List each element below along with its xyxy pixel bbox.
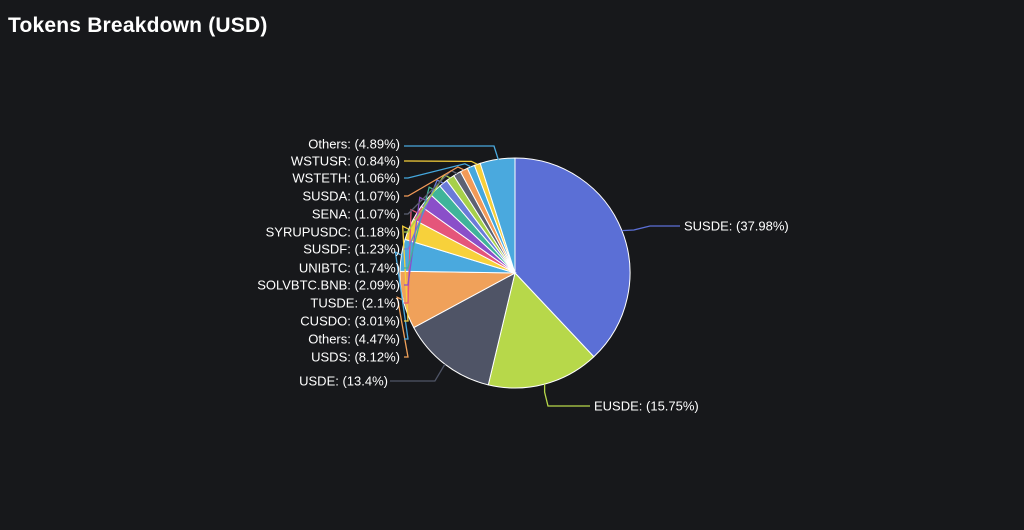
- leader-line-13: [404, 163, 472, 179]
- slice-label-7: SOLVBTC.BNB: (2.09%): [257, 278, 400, 293]
- leader-line-4: [394, 250, 409, 340]
- slice-label-1: EUSDE: (15.75%): [594, 399, 699, 414]
- slice-label-5: CUSDO: (3.01%): [300, 314, 400, 329]
- leader-line-14: [404, 160, 478, 165]
- pie-slices: [399, 157, 631, 389]
- leader-line-15: [404, 145, 501, 166]
- slice-label-0: SUSDE: (37.98%): [684, 219, 789, 234]
- slice-label-9: SUSDF: (1.23%): [303, 242, 400, 257]
- slice-label-8: UNIBTC: (1.74%): [299, 261, 400, 276]
- leader-line-10: [404, 174, 451, 233]
- leader-line-12: [404, 166, 465, 197]
- slice-label-13: WSTETH: (1.06%): [292, 171, 400, 186]
- leader-line-5: [401, 225, 409, 322]
- leader-line-6: [404, 208, 418, 304]
- leader-line-2: [390, 363, 446, 382]
- leader-line-1: [543, 384, 590, 407]
- pie-slice-others[interactable]: [479, 157, 516, 274]
- slice-label-2: USDE: (13.4%): [299, 374, 388, 389]
- pie-slice-usde[interactable]: [413, 272, 516, 386]
- leader-line-0: [621, 225, 680, 232]
- slice-label-12: SUSDA: (1.07%): [302, 189, 400, 204]
- slice-label-14: WSTUSR: (0.84%): [291, 154, 400, 169]
- leader-line-3: [396, 296, 409, 358]
- pie-slice-eusde[interactable]: [487, 271, 595, 389]
- pie-labels: SUSDE: (37.98%) EUSDE: (15.75%) USDE: (13.…: [257, 137, 789, 414]
- slice-label-15: Others: (4.89%): [308, 137, 400, 152]
- slice-label-6: TUSDE: (2.1%): [310, 296, 400, 311]
- slice-label-3: USDS: (8.12%): [311, 350, 400, 365]
- leader-line-8: [404, 186, 436, 269]
- slice-label-11: SENA: (1.07%): [312, 207, 400, 222]
- chart-title: Tokens Breakdown (USD): [8, 14, 268, 37]
- pie-slice-susde[interactable]: [514, 157, 631, 358]
- slice-label-4: Others: (4.47%): [308, 332, 400, 347]
- pie-leader-lines: [390, 145, 680, 407]
- slice-label-10: SYRUPUSDC: (1.18%): [266, 225, 400, 240]
- leader-line-11: [404, 169, 458, 215]
